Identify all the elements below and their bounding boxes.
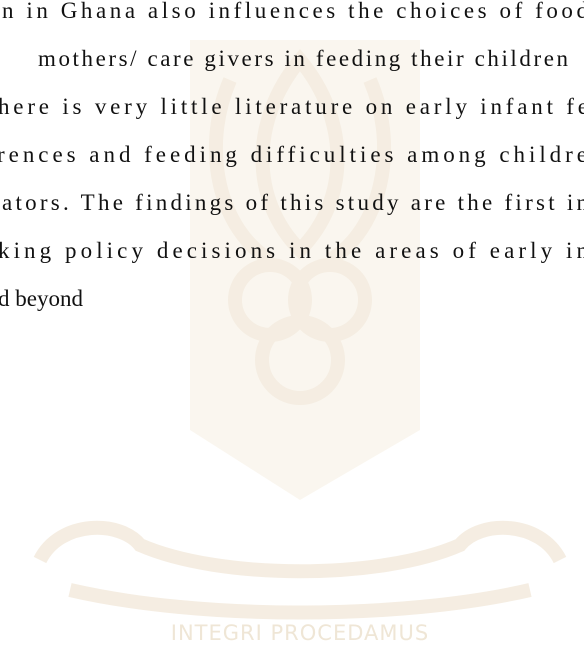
text-line: rences and feeding difficulties among ch… — [0, 142, 584, 167]
text-line: mothers/ care givers in feeding their ch… — [38, 46, 568, 71]
text-line: d beyond — [0, 286, 83, 311]
text-line: here is very little literature on early … — [0, 94, 584, 119]
watermark-emblem — [33, 40, 567, 620]
text-line: ators. The findings of this study are th… — [2, 190, 584, 215]
text-line: n in Ghana also influences the choices o… — [2, 0, 584, 23]
watermark-motto: INTEGRI PROCEDAMUS — [171, 621, 429, 645]
text-line: king policy decisions in the areas of ea… — [0, 238, 584, 263]
